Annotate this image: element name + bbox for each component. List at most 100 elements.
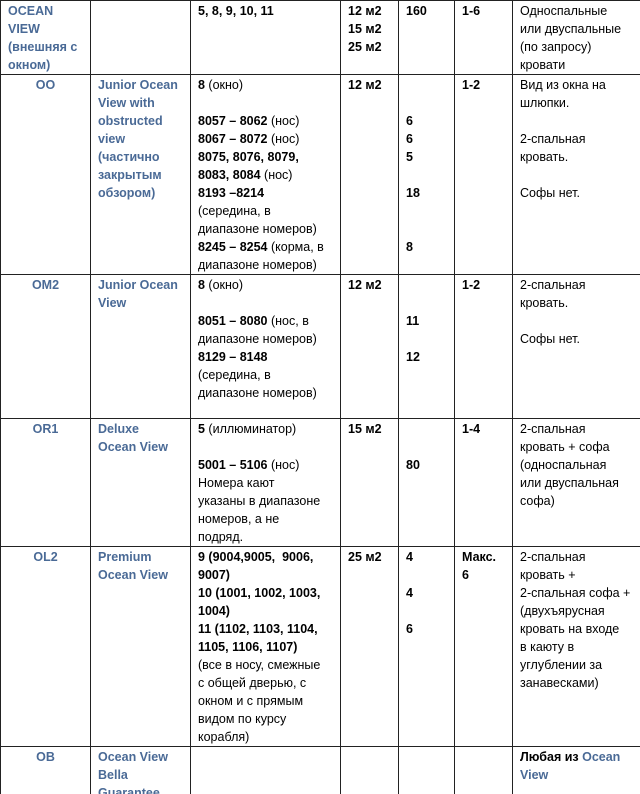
text-run: (нос) [260, 168, 293, 182]
table-cell [340, 746, 399, 794]
text-run: 8 [198, 278, 205, 292]
text-run: 5001 – 5106 [198, 458, 268, 472]
table-cell: 12 м2 [340, 274, 399, 419]
cell-line: 2-спальная [520, 132, 586, 146]
text-run: (корма, в [267, 240, 324, 254]
cell-line: или двуспальная [520, 476, 619, 490]
cell-line: 12 [406, 350, 420, 364]
text-run: 10 (1001, 1002, 1003, [198, 586, 321, 600]
cell-line: 6 [462, 568, 469, 582]
table-cell: 11 12 [398, 274, 455, 419]
text-run: (нос) [267, 132, 300, 146]
cell-line: подряд. [198, 530, 244, 544]
table-cell: 1-6 [454, 0, 513, 75]
text-run: (иллюминатор) [204, 422, 297, 436]
cell-line: 18 [406, 186, 420, 200]
table-cell: 5, 8, 9, 10, 11 [190, 0, 341, 75]
cell-line: 1-2 [462, 278, 481, 292]
text-run: 11 (1102, 1103, 1104, [198, 622, 318, 636]
cell-line [520, 112, 640, 130]
table-cell: OR1 [0, 418, 91, 547]
cell-line [406, 166, 454, 184]
cell-line: 1-6 [462, 4, 481, 18]
cell-line: окном) [8, 58, 51, 72]
cell-line: 8051 – 8080 (нос, в [198, 312, 340, 330]
table-cell: 1-2 [454, 74, 513, 275]
table-row: OCEAN VIEW (внешняя с окном) 5, 8, 9, 10, 11… [0, 0, 640, 75]
table-cell: 25 м2 [340, 546, 399, 747]
cell-line: окном и с прямым [198, 694, 304, 708]
table-cell: Junior Ocean View with obstructed view (част… [90, 74, 191, 275]
table-cell: Любая из Ocean View [512, 746, 640, 794]
cell-line: кровать. [520, 150, 569, 164]
cell-line: 1105, 1106, 1107) [198, 638, 340, 656]
text-run: 8051 – 8080 [198, 314, 268, 328]
text-run: (нос, в [267, 314, 309, 328]
cell-line: 4 [406, 550, 413, 564]
cell-line: 160 [406, 4, 427, 18]
table-row: OR1 Deluxe Ocean View 5 (иллюминатор) 5001 –… [0, 418, 640, 547]
cell-line: закрытым [98, 168, 162, 182]
cell-line: в каюту в [520, 640, 575, 654]
cell-line: (частично [98, 150, 160, 164]
cell-line: Любая из Ocean [520, 748, 640, 766]
cell-line: VIEW [8, 22, 40, 36]
cell-line: 1-2 [462, 78, 481, 92]
cell-line: (односпальная [520, 458, 607, 472]
table-cell: 8 (окно) 8057 – 8062 (нос) 8067 – 8072 (но… [190, 74, 341, 275]
cell-line [406, 566, 454, 584]
cell-line: 12 м2 [348, 278, 382, 292]
cell-line: 12 м2 [348, 4, 382, 18]
cell-line: OO [35, 78, 56, 92]
cell-line: 6 [406, 132, 413, 146]
text-run: 8067 – 8072 [198, 132, 268, 146]
table-cell: 1-4 [454, 418, 513, 547]
cell-line: view [98, 132, 126, 146]
cell-line: Junior Ocean [98, 78, 178, 92]
table-cell: 9 (9004,9005, 9006, 9007) 10 (1001, 1002, … [190, 546, 341, 747]
cell-line: Ocean View [98, 568, 168, 582]
table-cell: 160 [398, 0, 455, 75]
cell-line: кровать + [520, 568, 576, 582]
text-run: (окно) [204, 278, 244, 292]
cell-line: (все в носу, смежные [198, 658, 321, 672]
cell-line: Guarantee [98, 786, 160, 794]
table-cell: 12 м2 15 м2 25 м2 [340, 0, 399, 75]
text-run: 9 (9004,9005, 9006, [198, 550, 314, 564]
text-run: 8 [198, 78, 205, 92]
table-cell: OO [0, 74, 91, 275]
cell-line: или двуспальные [520, 22, 622, 36]
cell-line: занавесками) [520, 676, 599, 690]
cell-line [520, 312, 640, 330]
cell-line: 6 [406, 622, 413, 636]
cell-line: OM2 [31, 278, 60, 292]
cell-line: указаны в диапазоне [198, 494, 321, 508]
cell-line: OR1 [32, 422, 59, 436]
cell-line: 1004) [198, 602, 340, 620]
text-run: 8057 – 8062 [198, 114, 268, 128]
table-cell: 2-спальная кровать + 2-спальная софа + (дву… [512, 546, 640, 747]
cell-line: с общей дверью, с [198, 676, 307, 690]
cell-line: 6 [406, 114, 413, 128]
table-cell: 2-спальная кровать. Софы нет. [512, 274, 640, 419]
cell-line: 12 м2 [348, 78, 382, 92]
cell-line: кровати [520, 58, 566, 72]
text-run: 8245 – 8254 [198, 240, 268, 254]
cell-line: шлюпки. [520, 96, 570, 110]
cell-line [406, 220, 454, 238]
cell-line: 8 (окно) [198, 76, 340, 94]
cell-line: кровать. [520, 296, 569, 310]
table-cell: 15 м2 [340, 418, 399, 547]
cell-line: 2-спальная [520, 550, 586, 564]
cell-line: 9007) [198, 566, 340, 584]
cell-line: 2-спальная софа + [520, 586, 631, 600]
table-cell: OL2 [0, 546, 91, 747]
text-run: 9007) [198, 568, 230, 582]
cell-line: 15 м2 [348, 422, 382, 436]
cell-line: obstructed [98, 114, 163, 128]
cell-line: View [520, 766, 640, 784]
text-run: 8075, 8076, 8079, [198, 150, 299, 164]
table-cell: 5 (иллюминатор) 5001 – 5106 (нос) Номера к… [190, 418, 341, 547]
